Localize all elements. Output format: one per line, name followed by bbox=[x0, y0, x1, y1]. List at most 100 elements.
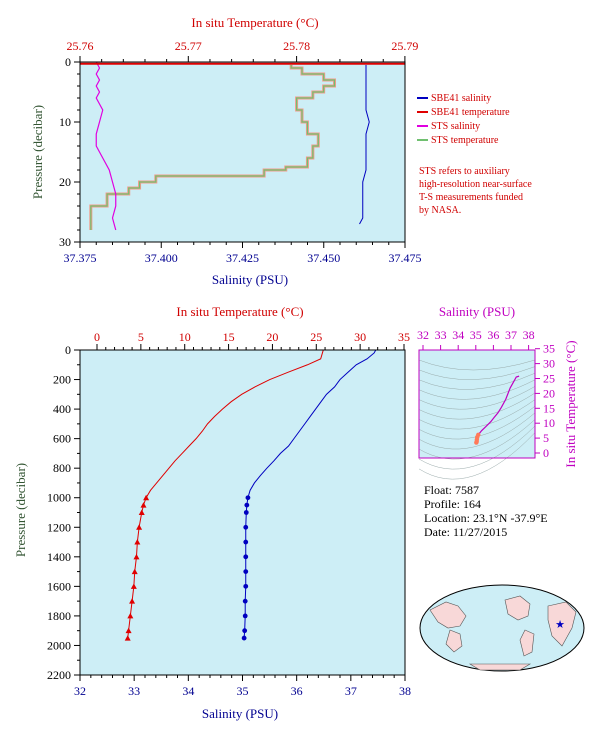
top-temp-tick-label: 25.77 bbox=[175, 39, 202, 53]
top-pressure-tick-label: 20 bbox=[59, 175, 71, 189]
bottom-pressure-axis-title: Pressure (decibar) bbox=[13, 463, 28, 557]
bottom-sal-tick-label: 35 bbox=[237, 684, 249, 698]
map-land-north-america bbox=[504, 595, 531, 621]
temperature-marker bbox=[124, 635, 131, 641]
bottom-pressure-tick-label: 400 bbox=[53, 402, 71, 416]
location: Location: 23.1°N -37.9°E bbox=[424, 511, 548, 525]
top-plot-area bbox=[80, 62, 405, 242]
map-land-africa-europe bbox=[547, 601, 577, 647]
bottom-series bbox=[124, 349, 377, 641]
bottom-temp-tick-label: 5 bbox=[138, 330, 144, 344]
density-contour bbox=[418, 406, 536, 440]
density-contour bbox=[418, 432, 536, 480]
salinity-marker bbox=[244, 502, 250, 508]
bottom-sal-ticks: 32 33 34 35 36 37 38 bbox=[74, 675, 411, 698]
temperature-marker bbox=[133, 553, 140, 560]
bottom-sal-tick-label: 33 bbox=[128, 684, 140, 698]
bottom-pressure-tick-label: 2200 bbox=[47, 668, 71, 682]
top-temp-tick-label: 25.78 bbox=[283, 39, 310, 53]
bottom-pressure-tick-label: 800 bbox=[53, 461, 71, 475]
float-id: Float: 7587 bbox=[424, 483, 479, 497]
bottom-pressure-tick-label: 1200 bbox=[47, 520, 71, 534]
salinity-marker bbox=[243, 524, 249, 530]
top-sal-tick-label: 37.475 bbox=[389, 251, 422, 265]
salinity-marker bbox=[243, 539, 249, 545]
density-contour bbox=[418, 399, 536, 430]
map-land-asia bbox=[429, 601, 467, 629]
salinity-marker bbox=[242, 613, 248, 619]
top-pressure-tick-label: 30 bbox=[59, 235, 71, 249]
bottom-pressure-tick-label: 200 bbox=[53, 373, 71, 387]
bottom-pressure-tick-label: 0 bbox=[65, 343, 71, 357]
legend: SBE41 salinity SBE41 temperature STS sal… bbox=[417, 93, 510, 146]
salinity-marker bbox=[243, 554, 249, 560]
ts-sal-tick-label: 38 bbox=[523, 328, 535, 342]
density-contour bbox=[418, 425, 536, 470]
temperature-marker bbox=[136, 524, 143, 530]
density-contour bbox=[418, 412, 536, 450]
ts-sal-tick-label: 36 bbox=[487, 328, 499, 342]
bottom-temp-tick-label: 35 bbox=[398, 330, 410, 344]
map-land-south-america bbox=[519, 629, 535, 657]
density-contour bbox=[418, 366, 536, 380]
top-panel: In situ Temperature (°C) 25.76 25.77 25.78… bbox=[30, 15, 532, 287]
top-pressure-ticks: 0 10 20 30 bbox=[59, 55, 80, 249]
bottom-pressure-ticks: 0 200 400 600 800 1000 1200 1400 1600 1800 2000 220… bbox=[47, 343, 80, 682]
salinity-profile-line bbox=[243, 349, 377, 639]
temperature-marker bbox=[125, 627, 132, 634]
top-pressure-tick-label: 0 bbox=[65, 55, 71, 69]
date: Date: 11/27/2015 bbox=[424, 525, 507, 539]
ts-deep-marker bbox=[474, 440, 479, 445]
bottom-sal-tick-label: 34 bbox=[182, 684, 194, 698]
temperature-marker bbox=[127, 612, 134, 619]
bottom-temp-tick-label: 25 bbox=[310, 330, 322, 344]
top-sal-tick-label: 37.450 bbox=[307, 251, 340, 265]
legend-label-sts-salinity: STS salinity bbox=[431, 121, 480, 132]
density-contour bbox=[418, 359, 536, 371]
temperature-marker bbox=[130, 583, 137, 589]
ts-sal-ticks: 32 33 34 35 36 37 38 bbox=[417, 328, 535, 350]
ts-plot-frame bbox=[418, 349, 536, 459]
float-location-star-icon: ★ bbox=[555, 619, 565, 631]
top-pressure-axis-title: Pressure (decibar) bbox=[30, 105, 45, 199]
profile-number: Profile: 164 bbox=[424, 497, 481, 511]
bottom-panel: In situ Temperature (°C) 0 5 10 15 20 25 30 35 … bbox=[13, 304, 411, 721]
density-contour bbox=[418, 372, 536, 390]
ts-temp-axis-title: In situ Temperature (°C) bbox=[563, 340, 578, 467]
top-sal-tick-label: 37.400 bbox=[145, 251, 178, 265]
bottom-pressure-tick-label: 2000 bbox=[47, 638, 71, 652]
top-temp-tick-label: 25.76 bbox=[67, 39, 94, 53]
bottom-temp-tick-label: 20 bbox=[266, 330, 278, 344]
legend-label-sts-temperature: STS temperature bbox=[431, 135, 499, 146]
bottom-pressure-tick-label: 600 bbox=[53, 432, 71, 446]
temperature-marker bbox=[134, 539, 141, 545]
ts-temp-tick-label: 5 bbox=[543, 431, 549, 445]
temperature-marker bbox=[143, 494, 150, 501]
ts-temp-tick-label: 25 bbox=[543, 372, 555, 386]
note-line-1: STS refers to auxiliary bbox=[419, 166, 510, 177]
ts-temp-tick-label: 10 bbox=[543, 416, 555, 430]
ts-sal-tick-label: 37 bbox=[505, 328, 517, 342]
map-continents bbox=[429, 595, 577, 671]
ts-temp-tick-label: 20 bbox=[543, 386, 555, 400]
bottom-pressure-tick-label: 1000 bbox=[47, 491, 71, 505]
bottom-temp-tick-label: 30 bbox=[354, 330, 366, 344]
bottom-plot-area bbox=[80, 350, 405, 675]
bottom-temp-tick-label: 15 bbox=[223, 330, 235, 344]
ts-temp-tick-label: 35 bbox=[543, 342, 555, 356]
note-line-2: high-resolution near-surface bbox=[419, 179, 532, 190]
top-sal-tick-label: 37.375 bbox=[64, 251, 97, 265]
bottom-sal-axis-title: Salinity (PSU) bbox=[202, 706, 278, 721]
ts-temp-tick-label: 0 bbox=[543, 446, 549, 460]
bottom-pressure-tick-label: 1800 bbox=[47, 609, 71, 623]
temperature-marker bbox=[138, 509, 145, 515]
top-sal-axis-title: Salinity (PSU) bbox=[212, 272, 288, 287]
sts-note: STS refers to auxiliary high-resolution … bbox=[419, 166, 532, 216]
note-line-4: by NASA. bbox=[419, 205, 461, 216]
top-series bbox=[80, 61, 405, 231]
density-contour bbox=[418, 379, 536, 400]
temperature-marker bbox=[140, 502, 147, 508]
bottom-sal-tick-label: 38 bbox=[399, 684, 411, 698]
top-sal-tick-label: 37.425 bbox=[226, 251, 259, 265]
